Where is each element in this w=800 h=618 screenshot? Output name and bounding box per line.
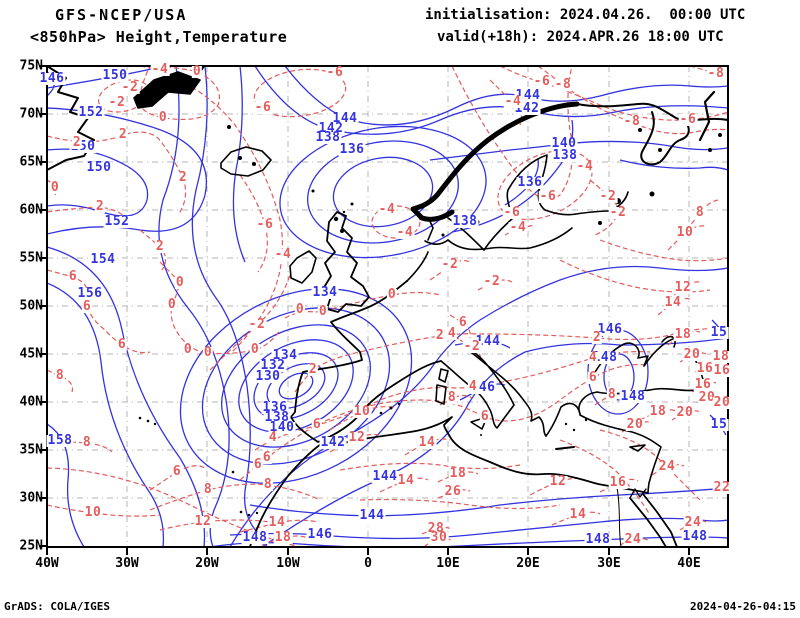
coastlines [48, 67, 727, 546]
model-title: GFS-NCEP/USA [55, 6, 188, 24]
level-field-title: <850hPa> Height,Temperature [30, 28, 288, 46]
valid-time: valid(+18h): 2024.APR.26 18:00 UTC [437, 29, 724, 45]
initialisation-time: initialisation: 2024.04.26. 00:00 UTC [425, 7, 746, 23]
height-contours [48, 67, 727, 546]
lat-lon-grid [47, 66, 728, 547]
grads-credit: GrADS: COLA/IGES [4, 600, 110, 613]
generation-timestamp: 2024-04-26-04:15 [690, 600, 796, 613]
map-frame [46, 65, 729, 548]
axis-ticks [39, 65, 690, 555]
temperature-contours [48, 67, 727, 546]
